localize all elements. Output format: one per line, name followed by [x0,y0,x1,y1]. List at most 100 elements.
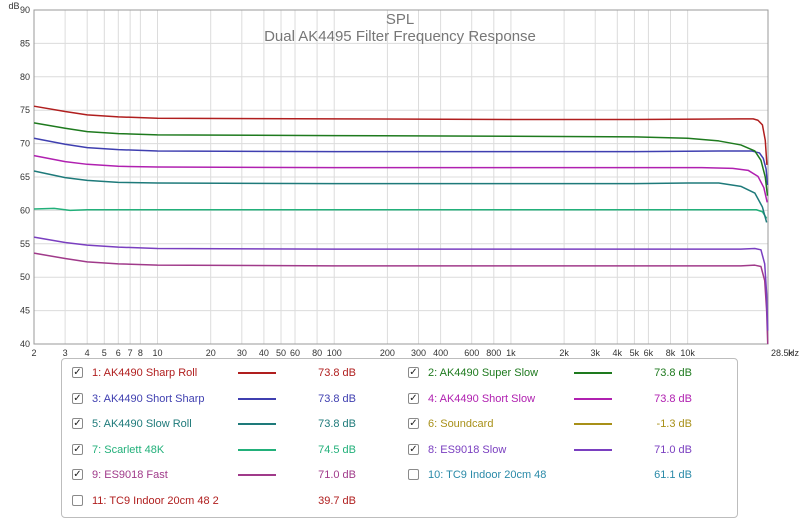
series-line-1 [33,105,768,166]
y-tick-label: 50 [20,272,30,282]
x-tick-label: 4 [85,348,90,358]
series-line-7 [33,207,768,219]
x-tick-label: 400 [433,348,448,358]
legend-checkbox-6[interactable]: ✓ [408,418,419,429]
y-axis-unit: dB [8,1,19,11]
x-tick-label: 5 [102,348,107,358]
legend-checkbox-4[interactable]: ✓ [408,392,419,404]
x-tick-label: 300 [411,348,426,358]
y-tick-label: 55 [20,239,30,249]
x-tick-label: 600 [464,348,479,358]
x-tick-label: 5k [630,348,640,358]
series-line-8 [33,236,769,331]
legend-label: 11: TC9 Indoor 20cm 48 2 [92,494,219,507]
legend-checkbox-7[interactable]: ✓ [72,443,83,455]
x-tick-label: 3k [590,348,600,358]
x-tick-label: 100 [327,348,342,358]
y-tick-label: 80 [20,72,30,82]
legend-label: 5: AK4490 Slow Roll [92,418,192,430]
chart-subtitle: Dual AK4495 Filter Frequency Response [264,28,536,45]
legend-swatch [238,474,276,476]
legend-swatch [574,397,612,400]
legend-label: 3: AK4490 Short Sharp [92,392,205,405]
y-tick-label: 90 [20,5,30,15]
legend-value: -1.3 dB [656,418,692,430]
legend-label: 1: AK4490 Sharp Roll [92,367,198,379]
legend-value: 71.0 dB [654,443,692,456]
x-tick-label: 3 [63,348,68,358]
chart-grid [34,10,768,344]
legend-value: 74.5 dB [318,443,356,456]
legend-checkbox-3[interactable]: ✓ [72,392,83,404]
y-tick-label: 40 [20,339,30,349]
legend-swatch [238,397,276,400]
plot-area [33,9,769,345]
y-tick-label: 45 [20,306,30,316]
legend-label: 4: AK4490 Short Slow [428,392,536,405]
x-axis-unit: Hz [788,348,799,358]
legend-checkbox-11[interactable] [72,494,83,506]
x-tick-label: 6 [116,348,121,358]
legend-checkbox-5[interactable]: ✓ [72,418,83,429]
legend-checkbox-1[interactable]: ✓ [72,367,83,378]
series-line-4 [33,154,768,203]
legend-item-5: ✓ 5: AK4490 Slow Roll 73.8 dB [72,414,402,434]
legend-item-6: ✓ 6: Soundcard -1.3 dB [408,414,738,434]
legend-item-2: ✓ 2: AK4490 Super Slow 73.8 dB [408,363,738,383]
x-tick-label: 8k [666,348,676,358]
series-line-3 [33,137,769,186]
legend-item-10: 10: TC9 Indoor 20cm 48 61.1 dB [408,465,738,485]
x-tick-label: 6k [644,348,654,358]
x-tick-label: 1k [506,348,516,358]
legend-label: 9: ES9018 Fast [92,469,168,481]
y-tick-label: 65 [20,172,30,182]
series-lines [33,105,769,345]
x-tick-label: 200 [380,348,395,358]
x-tick-label: 20 [206,348,216,358]
legend-swatch [238,372,276,374]
legend-value: 73.8 dB [654,367,692,379]
x-tick-label: 4k [613,348,623,358]
y-tick-label: 75 [20,105,30,115]
y-tick-label: 85 [20,38,30,48]
legend-item-9: ✓ 9: ES9018 Fast 71.0 dB [72,465,402,485]
y-tick-label: 70 [20,139,30,149]
legend: ✓ 1: AK4490 Sharp Roll 73.8 dB ✓ 2: AK4490 S… [61,358,738,518]
legend-item-7: ✓ 7: Scarlett 48K 74.5 dB [72,440,402,460]
x-tick-label: 60 [290,348,300,358]
chart-title: SPL [386,11,414,28]
legend-label: 10: TC9 Indoor 20cm 48 [428,469,547,481]
x-tick-label: 800 [486,348,501,358]
legend-value: 71.0 dB [318,469,356,481]
legend-swatch [238,448,276,451]
legend-item-4: ✓ 4: AK4490 Short Slow 73.8 dB [408,389,738,409]
legend-checkbox-9[interactable]: ✓ [72,469,83,480]
legend-checkbox-2[interactable]: ✓ [408,367,419,378]
x-tick-label: 2k [559,348,569,358]
x-tick-label: 2 [31,348,36,358]
legend-value: 73.8 dB [654,392,692,405]
x-tick-label: 10k [680,348,695,358]
x-tick-label: 30 [237,348,247,358]
legend-value: 61.1 dB [654,469,692,481]
series-line-9 [33,252,769,345]
legend-label: 2: AK4490 Super Slow [428,367,539,379]
x-tick-label: 28.5k [771,348,794,358]
y-tick-label: 60 [20,205,30,215]
x-tick-label: 40 [259,348,269,358]
x-tick-label: 8 [138,348,143,358]
x-tick-label: 7 [128,348,133,358]
legend-swatch [574,372,612,374]
legend-value: 39.7 dB [318,494,356,507]
legend-value: 73.8 dB [318,418,356,430]
legend-checkbox-10[interactable] [408,469,419,480]
legend-label: 8: ES9018 Slow [428,443,507,456]
series-line-2 [33,122,769,196]
legend-checkbox-8[interactable]: ✓ [408,443,419,455]
x-tick-label: 80 [312,348,322,358]
legend-item-1: ✓ 1: AK4490 Sharp Roll 73.8 dB [72,363,402,383]
legend-item-3: ✓ 3: AK4490 Short Sharp 73.8 dB [72,389,402,409]
x-tick-label: 50 [276,348,286,358]
